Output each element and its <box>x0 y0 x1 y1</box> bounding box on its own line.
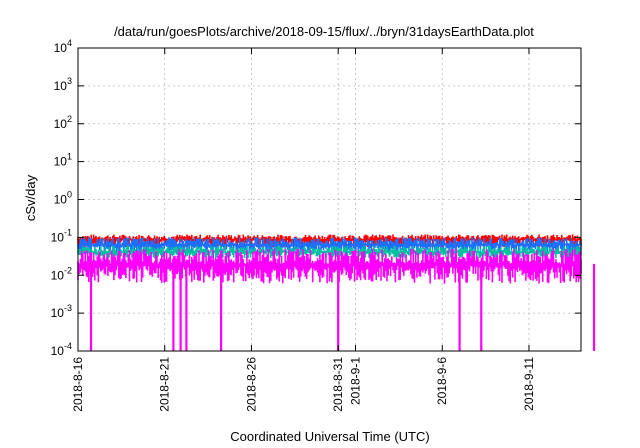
x-tick-label: 2018-9-1 <box>349 357 363 405</box>
y-tick-label: 102 <box>54 114 72 131</box>
grid-lines <box>77 48 581 351</box>
x-tick-label: 2018-9-6 <box>435 357 449 405</box>
data-series <box>77 234 596 351</box>
y-tick-label: 10-3 <box>51 303 72 320</box>
y-axis-label: cSv/day <box>23 174 38 221</box>
y-axis-ticks: 10-4 10-3 10-2 10-1 100 101 102 103 104 <box>51 38 581 358</box>
x-axis-ticks: 2018-8-16 2018-8-21 2018-8-26 2018-8-31 2018… <box>71 48 536 412</box>
x-tick-label: 2018-9-11 <box>522 357 536 411</box>
chart-title: /data/run/goesPlots/archive/2018-09-15/f… <box>114 24 534 39</box>
y-tick-label: 100 <box>54 190 72 207</box>
x-tick-label: 2018-8-31 <box>331 357 345 412</box>
x-tick-label: 2018-8-16 <box>71 357 85 412</box>
y-tick-label: 104 <box>54 38 72 55</box>
x-tick-label: 2018-8-26 <box>244 357 258 412</box>
x-tick-label: 2018-8-21 <box>158 357 172 412</box>
y-tick-label: 10-2 <box>51 265 72 282</box>
y-tick-label: 10-4 <box>51 341 72 358</box>
y-tick-label: 101 <box>54 152 72 169</box>
x-axis-label: Coordinated Universal Time (UTC) <box>230 429 429 444</box>
y-tick-label: 103 <box>54 76 72 93</box>
y-tick-label: 10-1 <box>51 227 72 244</box>
